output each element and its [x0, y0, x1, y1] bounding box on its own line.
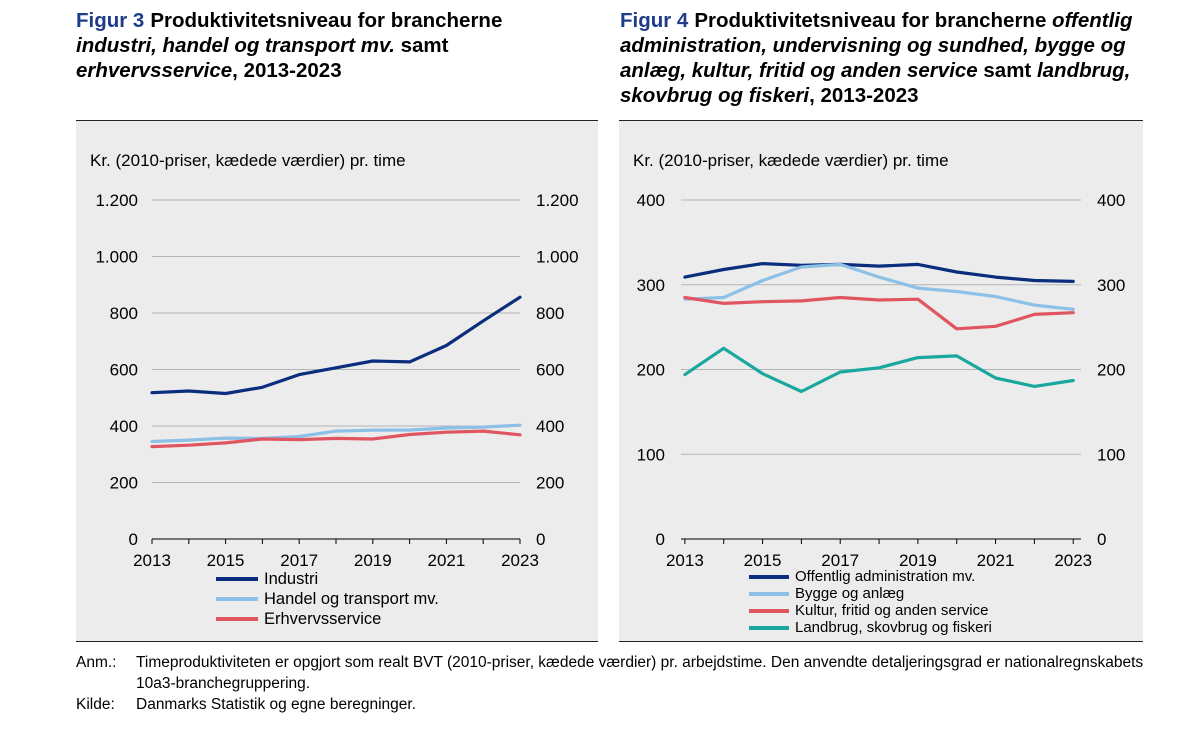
x-tick-label: 2023 — [1054, 551, 1092, 570]
title-part: landbrug, skovbrug og fiskeri — [620, 59, 1131, 107]
figure-4-title: Figur 4 Produktivitetsniveau for brancher… — [620, 8, 1160, 108]
y-tick-label-right: 100 — [1097, 445, 1125, 464]
y-tick-label-left: 400 — [110, 417, 138, 436]
figure-4-chart-panel: Kr. (2010-priser, kædede værdier) pr. ti… — [619, 120, 1143, 642]
legend-label: Kultur, fritid og anden service — [795, 602, 989, 619]
note-anm-key: Anm.: — [76, 654, 117, 671]
note-anm-text: Timeproduktiviteten er opgjort som realt… — [136, 654, 1144, 692]
legend-swatch — [216, 597, 258, 601]
y-tick-label-right: 200 — [536, 474, 564, 493]
legend-item: Handel og transport mv. — [216, 589, 439, 609]
x-tick-label: 2015 — [207, 551, 245, 570]
x-tick-label: 2015 — [744, 551, 782, 570]
y-tick-label-left: 0 — [656, 530, 665, 549]
figure-4-chart: 0 0 100 100 200 200 300 300 400 400 2013 2015 2017 20… — [637, 191, 1126, 570]
y-tick-label-left: 200 — [110, 474, 138, 493]
title-part: , 2013-2023 — [809, 84, 919, 107]
figure-4-title-text: Produktivitetsniveau for brancherne offe… — [620, 9, 1133, 107]
figure-3-number: Figur 3 — [76, 9, 145, 32]
legend-swatch — [216, 617, 258, 621]
title-part: samt — [977, 59, 1037, 82]
legend-swatch — [749, 591, 789, 596]
y-tick-label-right: 0 — [1097, 530, 1106, 549]
legend-swatch — [216, 577, 258, 581]
legend-label: Industri — [264, 570, 319, 588]
legend-swatch — [749, 608, 789, 613]
series-line-industri — [150, 295, 522, 396]
figure-4-legend: Offentlig administration mv. Bygge og anl… — [749, 568, 992, 636]
legend-label: Handel og transport mv. — [264, 590, 439, 608]
legend-label: Offentlig administration mv. — [795, 568, 976, 585]
title-part: Produktivitetsniveau for brancherne — [694, 9, 1053, 32]
legend-item: Industri — [216, 569, 439, 589]
x-tick-label: 2021 — [427, 551, 465, 570]
figure-4-unit-label: Kr. (2010-priser, kædede værdier) pr. ti… — [633, 151, 949, 170]
x-tick-label: 2019 — [899, 551, 937, 570]
y-tick-label-right: 800 — [536, 304, 564, 323]
y-tick-label-right: 600 — [536, 361, 564, 380]
x-tick-label: 2017 — [821, 551, 859, 570]
y-tick-label-left: 800 — [110, 304, 138, 323]
legend-item: Erhvervsservice — [216, 609, 439, 629]
note-kilde-key: Kilde: — [76, 696, 115, 713]
legend-item: Bygge og anlæg — [749, 585, 992, 602]
y-tick-label-left: 400 — [637, 191, 665, 210]
y-tick-label-left: 1.200 — [95, 191, 138, 210]
y-tick-label-left: 100 — [637, 445, 665, 464]
y-tick-label-right: 0 — [536, 530, 545, 549]
title-part: erhvervsservice — [76, 59, 233, 82]
y-tick-label-left: 200 — [637, 361, 665, 380]
y-tick-label-left: 300 — [637, 276, 665, 295]
legend-item: Landbrug, skovbrug og fiskeri — [749, 619, 992, 636]
legend-swatch — [749, 625, 789, 630]
figure-3-legend: Industri Handel og transport mv. Erhvervss… — [216, 569, 439, 629]
y-tick-label-left: 600 — [110, 361, 138, 380]
y-tick-label-right: 200 — [1097, 361, 1125, 380]
y-tick-label-right: 1.000 — [536, 248, 579, 267]
legend-item: Kultur, fritid og anden service — [749, 602, 992, 619]
note-kilde-text: Danmarks Statistik og egne beregninger. — [136, 696, 417, 713]
y-tick-label-left: 0 — [129, 530, 138, 549]
legend-label: Erhvervsservice — [264, 610, 382, 628]
figure-3-unit-label: Kr. (2010-priser, kædede værdier) pr. ti… — [90, 151, 406, 170]
title-part: Produktivitetsniveau for brancherne — [150, 9, 503, 32]
x-tick-label: 2013 — [133, 551, 171, 570]
x-tick-label: 2021 — [977, 551, 1015, 570]
y-tick-label-right: 400 — [1097, 191, 1125, 210]
legend-item: Offentlig administration mv. — [749, 568, 992, 585]
title-part: industri, handel og transport mv. — [76, 34, 395, 57]
y-tick-label-right: 1.200 — [536, 191, 579, 210]
title-part: offentlig administration, undervisning o… — [620, 9, 1133, 82]
y-tick-label-right: 300 — [1097, 276, 1125, 295]
footnotes: Anm.: Timeproduktiviteten er opgjort som… — [76, 652, 1166, 715]
title-part: samt — [394, 34, 449, 57]
legend-swatch — [749, 574, 789, 579]
legend-label: Landbrug, skovbrug og fiskeri — [795, 619, 992, 636]
title-part: , 2013-2023 — [232, 59, 342, 82]
x-tick-label: 2017 — [280, 551, 318, 570]
x-tick-label: 2023 — [501, 551, 539, 570]
note-kilde: Kilde: Danmarks Statistik og egne beregn… — [76, 694, 1166, 715]
y-tick-label-right: 400 — [536, 417, 564, 436]
note-anm: Anm.: Timeproduktiviteten er opgjort som… — [76, 652, 1166, 694]
x-tick-label: 2013 — [666, 551, 704, 570]
figure-3-chart-panel: Kr. (2010-priser, kædede værdier) pr. ti… — [76, 120, 598, 642]
y-tick-label-left: 1.000 — [95, 248, 138, 267]
figure-3-title: Figur 3 Produktivitetsniveau for brancher… — [76, 8, 576, 83]
x-tick-label: 2019 — [354, 551, 392, 570]
figure-3-chart: 0 0 200 200 400 400 600 600 800 800 1.000 1.000 1.20… — [95, 191, 579, 570]
figure-3-title-text: Produktivitetsniveau for brancherne indu… — [76, 9, 502, 82]
legend-label: Bygge og anlæg — [795, 585, 905, 602]
figure-4-number: Figur 4 — [620, 9, 689, 32]
